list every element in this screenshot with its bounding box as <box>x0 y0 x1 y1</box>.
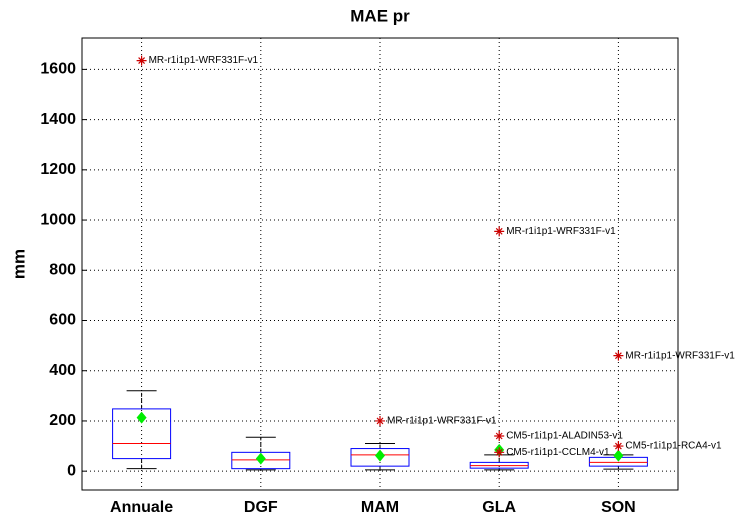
outlier-label: CM5-r1i1p1-CCLM4-v1 <box>506 447 610 458</box>
outlier <box>375 415 385 426</box>
y-tick-label: 200 <box>49 412 76 429</box>
y-tick-label: 1000 <box>40 211 76 228</box>
x-tick-label: MAM <box>361 499 399 516</box>
outlier-label: MR-r1i1p1-WRF331F-v1 <box>149 55 259 66</box>
mean-marker <box>255 452 266 465</box>
y-tick-label: 400 <box>49 362 76 379</box>
outlier-label: MR-r1i1p1-WRF331F-v1 <box>506 226 616 237</box>
y-tick-label: 800 <box>49 261 76 278</box>
mean-marker <box>613 449 624 462</box>
outlier <box>494 447 505 458</box>
y-tick-label: 1600 <box>40 61 76 78</box>
box <box>350 448 410 467</box>
y-axis-label: mm <box>9 249 28 279</box>
mean-marker <box>136 411 147 424</box>
x-tick-label: DGF <box>244 499 278 516</box>
y-tick-label: 600 <box>49 312 76 329</box>
outlier <box>494 431 505 442</box>
plot-frame <box>81 37 679 491</box>
outlier-label: MR-r1i1p1-WRF331F-v1 <box>625 350 735 361</box>
y-tick-label: 1200 <box>40 161 76 178</box>
outlier-label: CM5-r1i1p1-RCA4-v1 <box>625 441 722 452</box>
outlier <box>613 441 624 452</box>
outlier <box>136 55 147 66</box>
x-tick-label: Annuale <box>110 499 173 516</box>
outlier-label: MR-r1i1p1-WRF331F-v1 <box>387 416 497 427</box>
y-tick-label: 1400 <box>40 111 76 128</box>
box <box>231 451 291 470</box>
outlier <box>613 350 624 361</box>
chart-title: MAE pr <box>350 6 410 25</box>
x-tick-label: SON <box>601 499 636 516</box>
mean-marker <box>375 449 385 462</box>
box <box>112 408 172 460</box>
outlier <box>494 226 505 237</box>
outlier-label: CM5-r1i1p1-ALADIN53-v1 <box>506 431 623 442</box>
x-tick-label: GLA <box>482 499 516 516</box>
y-tick-label: 0 <box>67 462 76 479</box>
